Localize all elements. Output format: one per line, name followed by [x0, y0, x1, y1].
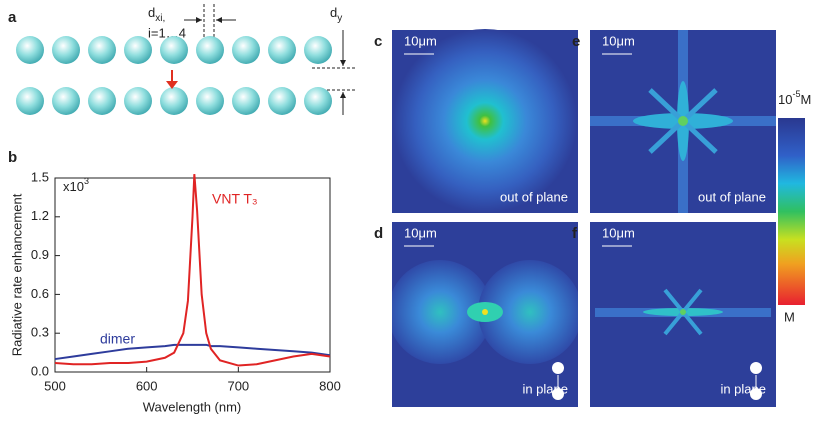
sphere: [196, 87, 224, 115]
sphere: [52, 87, 80, 115]
y-tick-label: 0.9: [31, 247, 49, 262]
x-tick-label: 800: [319, 378, 341, 393]
panel-label: f: [572, 225, 578, 242]
series-line: [54, 174, 331, 367]
plot-frame: [54, 177, 331, 373]
panel-a: a dxi, i=1…4 dy: [8, 4, 355, 115]
sphere: [304, 87, 332, 115]
panel-label: e: [572, 33, 580, 50]
panel-label: b: [8, 149, 17, 166]
sphere: [268, 36, 296, 64]
sphere: [160, 36, 188, 64]
scale-label: 10μm: [404, 225, 437, 240]
map-f: [590, 222, 776, 407]
sphere: [232, 87, 260, 115]
dipole-icon: [552, 362, 564, 374]
sphere: [52, 36, 80, 64]
dy-label: dy: [330, 5, 342, 23]
x-tick-label: 600: [136, 378, 158, 393]
sphere: [124, 36, 152, 64]
multiplier: x103: [63, 176, 89, 194]
sphere: [160, 87, 188, 115]
series-line: [54, 343, 331, 361]
map-e: [590, 30, 776, 213]
x-tick-label: 700: [227, 378, 249, 393]
sphere: [88, 36, 116, 64]
scale-label: 10μm: [602, 33, 635, 48]
field-maps: 10-5M M: [392, 29, 811, 407]
scale-label: 10μm: [602, 225, 635, 240]
scale-label: 10μm: [404, 33, 437, 48]
y-axis-label: Radiative rate enhancement: [9, 193, 24, 356]
sphere: [304, 36, 332, 64]
y-tick-label: 0.6: [31, 286, 49, 301]
x-axis-label: Wavelength (nm): [143, 399, 242, 414]
dx-label: dxi,: [148, 5, 165, 23]
sphere: [88, 87, 116, 115]
legend-label: dimer: [100, 331, 135, 347]
dipole-icon: [750, 388, 762, 400]
y-tick-label: 0.0: [31, 363, 49, 378]
sphere: [232, 36, 260, 64]
map-caption: out of plane: [698, 189, 766, 204]
legend-label: VNT T₃: [212, 191, 258, 207]
y-tick-label: 1.5: [31, 169, 49, 184]
sphere: [124, 87, 152, 115]
colorbar: [778, 118, 805, 305]
panel-b: b Wavelength (nm) Radiative rate enhance…: [8, 149, 331, 414]
sphere: [16, 36, 44, 64]
sphere: [268, 87, 296, 115]
y-tick-label: 0.3: [31, 325, 49, 340]
panel-label: a: [8, 9, 17, 26]
sphere: [196, 36, 224, 64]
panel-label: d: [374, 225, 383, 242]
colorbar-bottom: M: [784, 309, 795, 324]
sphere: [16, 87, 44, 115]
y-tick-label: 1.2: [31, 208, 49, 223]
x-tick-label: 500: [44, 378, 66, 393]
map-d: [392, 222, 578, 407]
map-c: [392, 29, 578, 213]
dipole-icon: [750, 362, 762, 374]
panel-label: c: [374, 33, 382, 50]
colorbar-top: 10-5M: [778, 89, 811, 107]
dipole-icon: [552, 388, 564, 400]
map-caption: out of plane: [500, 189, 568, 204]
